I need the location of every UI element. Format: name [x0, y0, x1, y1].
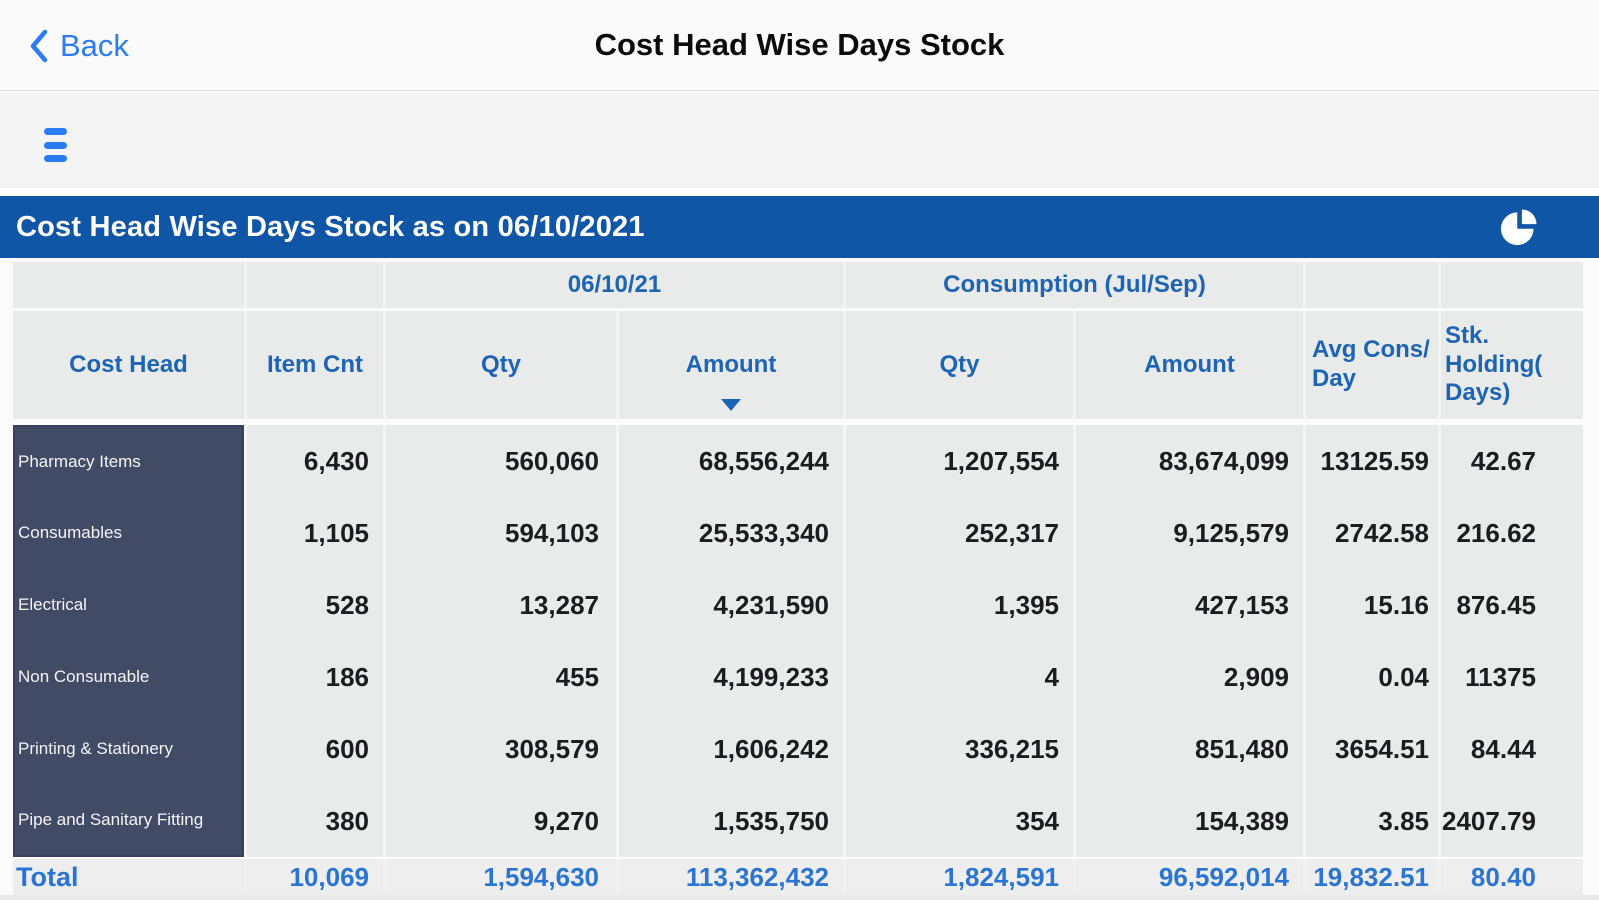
- row-header-cost-head[interactable]: Consumables: [13, 497, 244, 569]
- cell-qty-consumption: 1,395: [846, 569, 1073, 641]
- divider: [13, 857, 1583, 859]
- total-qty-stock: 1,594,630: [386, 859, 616, 895]
- cell-avg-cons-day: 13125.59: [1306, 425, 1438, 497]
- total-amount-consumption: 96,592,014: [1076, 859, 1303, 895]
- toolbar: [0, 92, 1599, 188]
- cell-avg-cons-day: 2742.58: [1306, 497, 1438, 569]
- table-total-row: Total 10,069 1,594,630 113,362,432 1,824…: [13, 859, 1583, 895]
- cell-stk-holding-days: 84.44: [1441, 713, 1583, 785]
- total-stk-holding-days: 80.40: [1441, 859, 1583, 895]
- cell-item-cnt: 6,430: [247, 425, 383, 497]
- cell-qty-consumption: 336,215: [846, 713, 1073, 785]
- cell-qty-stock: 594,103: [386, 497, 616, 569]
- chevron-left-icon: [30, 29, 48, 62]
- row-header-cost-head[interactable]: Pharmacy Items: [13, 425, 244, 497]
- cell-stk-holding-days: 216.62: [1441, 497, 1583, 569]
- table-body: Pharmacy Items 6,430 560,060 68,556,244 …: [13, 425, 1583, 857]
- cell-qty-consumption: 252,317: [846, 497, 1073, 569]
- pie-chart-icon[interactable]: [1497, 205, 1541, 249]
- column-header-amount-consumption[interactable]: Amount: [1076, 311, 1303, 419]
- cell-amount-consumption: 427,153: [1076, 569, 1303, 641]
- back-label: Back: [60, 27, 129, 63]
- cell-stk-holding-days: 876.45: [1441, 569, 1583, 641]
- column-header-amount-stock[interactable]: Amount: [619, 311, 843, 419]
- table-column-header-row: Cost Head Item Cnt Qty Amount Qty Amount…: [13, 311, 1583, 419]
- group-header-stock-date: 06/10/21: [386, 262, 843, 308]
- column-header-qty-consumption[interactable]: Qty: [846, 311, 1073, 419]
- cell-qty-stock: 455: [386, 641, 616, 713]
- cell-amount-stock: 1,535,750: [619, 785, 843, 857]
- table-group-header-row: 06/10/21 Consumption (Jul/Sep): [13, 262, 1583, 308]
- total-qty-consumption: 1,824,591: [846, 859, 1073, 895]
- cell-qty-consumption: 4: [846, 641, 1073, 713]
- cost-head-table: 06/10/21 Consumption (Jul/Sep) Cost Head…: [13, 262, 1583, 895]
- cell-stk-holding-days: 42.67: [1441, 425, 1583, 497]
- cell-amount-stock: 25,533,340: [619, 497, 843, 569]
- column-header-avg-cons-day[interactable]: Avg Cons/ Day: [1306, 311, 1438, 419]
- row-header-cost-head[interactable]: Printing & Stationery: [13, 713, 244, 785]
- cell-qty-stock: 13,287: [386, 569, 616, 641]
- column-header-item-cnt[interactable]: Item Cnt: [247, 311, 383, 419]
- page-title: Cost Head Wise Days Stock: [594, 27, 1005, 62]
- cell-qty-stock: 560,060: [386, 425, 616, 497]
- total-avg-cons-day: 19,832.51: [1306, 859, 1438, 895]
- hamburger-menu-icon[interactable]: [44, 128, 70, 162]
- cell-item-cnt: 600: [247, 713, 383, 785]
- cell-avg-cons-day: 3.85: [1306, 785, 1438, 857]
- sort-descending-icon: [721, 399, 741, 411]
- row-header-cost-head[interactable]: Non Consumable: [13, 641, 244, 713]
- cell-amount-consumption: 83,674,099: [1076, 425, 1303, 497]
- group-header-consumption: Consumption (Jul/Sep): [846, 262, 1303, 308]
- cell-amount-stock: 4,231,590: [619, 569, 843, 641]
- cell-amount-consumption: 154,389: [1076, 785, 1303, 857]
- bottom-strip: [0, 895, 1599, 900]
- cell-amount-consumption: 2,909: [1076, 641, 1303, 713]
- total-amount-stock: 113,362,432: [619, 859, 843, 895]
- cell-item-cnt: 1,105: [247, 497, 383, 569]
- row-header-cost-head[interactable]: Electrical: [13, 569, 244, 641]
- cell-amount-stock: 68,556,244: [619, 425, 843, 497]
- total-item-cnt: 10,069: [247, 859, 383, 895]
- column-header-qty-stock[interactable]: Qty: [386, 311, 616, 419]
- column-header-cost-head[interactable]: Cost Head: [13, 311, 244, 419]
- cell-avg-cons-day: 15.16: [1306, 569, 1438, 641]
- report-banner: Cost Head Wise Days Stock as on 06/10/20…: [0, 196, 1599, 258]
- column-header-stk-holding-days[interactable]: Stk. Holding( Days): [1441, 311, 1583, 419]
- divider: [0, 188, 1599, 196]
- cell-stk-holding-days: 11375: [1441, 641, 1583, 713]
- cell-qty-consumption: 1,207,554: [846, 425, 1073, 497]
- cell-avg-cons-day: 3654.51: [1306, 713, 1438, 785]
- cell-item-cnt: 528: [247, 569, 383, 641]
- cell-qty-stock: 308,579: [386, 713, 616, 785]
- cell-item-cnt: 186: [247, 641, 383, 713]
- top-navigation-bar: Back Cost Head Wise Days Stock: [0, 0, 1599, 91]
- cell-amount-consumption: 9,125,579: [1076, 497, 1303, 569]
- cell-amount-consumption: 851,480: [1076, 713, 1303, 785]
- cell-amount-stock: 1,606,242: [619, 713, 843, 785]
- cell-qty-stock: 9,270: [386, 785, 616, 857]
- divider: [13, 419, 1583, 425]
- cell-qty-consumption: 354: [846, 785, 1073, 857]
- cell-item-cnt: 380: [247, 785, 383, 857]
- cell-stk-holding-days: 2407.79: [1441, 785, 1583, 857]
- back-button[interactable]: Back: [28, 0, 129, 91]
- cell-amount-stock: 4,199,233: [619, 641, 843, 713]
- cell-avg-cons-day: 0.04: [1306, 641, 1438, 713]
- total-label: Total: [13, 859, 244, 895]
- report-title: Cost Head Wise Days Stock as on 06/10/20…: [16, 210, 645, 243]
- row-header-cost-head[interactable]: Pipe and Sanitary Fitting: [13, 785, 244, 857]
